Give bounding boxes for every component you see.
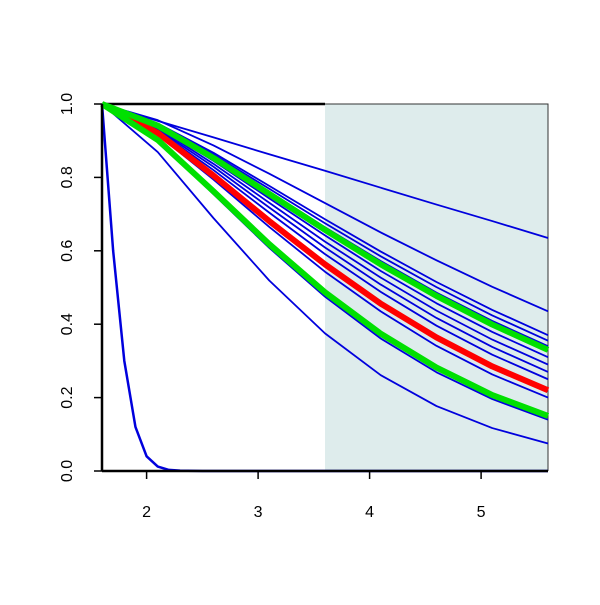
series-line	[101, 103, 549, 239]
series-line	[101, 103, 549, 445]
x-tick-label: 5	[477, 504, 486, 521]
y-tick-label: 0.4	[59, 313, 76, 335]
x-tick-label: 3	[254, 504, 263, 521]
y-tick-label: 0.6	[59, 240, 76, 262]
x-tick-label: 4	[365, 504, 374, 521]
y-tick-label: 1.0	[59, 93, 76, 115]
series-line	[101, 103, 549, 313]
x-tick-label: 2	[142, 504, 151, 521]
series-line	[100, 101, 550, 353]
y-tick-label: 0.8	[59, 166, 76, 188]
y-tick-label: 0.0	[59, 460, 76, 482]
y-tick-label: 0.2	[59, 386, 76, 408]
series-line	[100, 101, 550, 394]
series-line	[101, 103, 549, 373]
series-line	[100, 101, 550, 419]
